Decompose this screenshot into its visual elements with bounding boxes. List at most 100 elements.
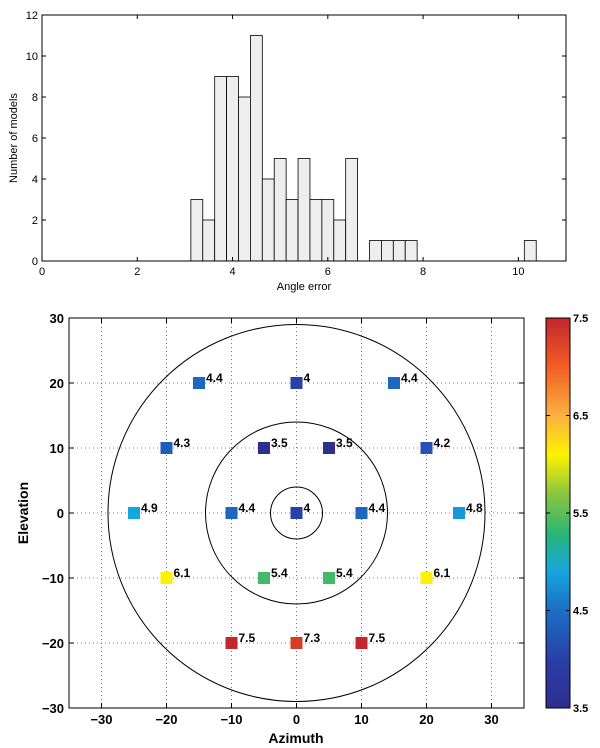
- histogram-bar: [297, 158, 311, 262]
- scatter-point-label: 3.5: [336, 436, 353, 450]
- scatter-point: [258, 442, 270, 454]
- histogram-bar: [523, 240, 537, 262]
- scatter-y-tick-label: 20: [50, 376, 64, 391]
- histogram-bar: [190, 199, 204, 262]
- scatter-y-tick-label: −30: [42, 701, 64, 716]
- scatter-point: [225, 637, 238, 649]
- histogram-bars: [190, 35, 537, 262]
- histogram-x-tick-label: 8: [420, 266, 426, 278]
- scatter-points: 4.4 4 4.4 4.3 3.5 3.5 4.2 4.9 4.4 4 4.4 4.8 6.1 5.4 5.…: [128, 371, 483, 649]
- scatter-point: [453, 507, 465, 519]
- histogram-bar: [214, 76, 227, 262]
- histogram-x-tick-label: 4: [229, 266, 235, 278]
- histogram-x-tick-label: 6: [325, 266, 331, 278]
- histogram-y-tick-label: 6: [32, 133, 38, 145]
- colorbar: 7.5 6.5 5.5 4.5 3.5: [545, 313, 588, 715]
- scatter-x-tick-label: −30: [90, 712, 112, 727]
- scatter-x-tick-label: −10: [220, 712, 242, 727]
- histogram-bar: [321, 199, 335, 262]
- histogram-bar: [309, 199, 323, 262]
- colorbar-tick-label: 6.5: [573, 411, 588, 423]
- scatter-x-tick-label: 20: [419, 712, 433, 727]
- scatter-point-label: 3.5: [271, 436, 288, 450]
- scatter-x-tick-label: 10: [354, 712, 368, 727]
- scatter-point: [355, 637, 368, 649]
- histogram-bar: [273, 158, 287, 262]
- scatter-point: [160, 442, 173, 454]
- histogram-bar: [285, 199, 299, 262]
- histogram-y-tick-label: 2: [32, 215, 38, 227]
- scatter-y-tick-label: 10: [50, 441, 64, 456]
- histogram-x-tick-label: 0: [39, 266, 45, 278]
- histogram-bar: [345, 158, 358, 262]
- colorbar-tick-label: 3.5: [573, 703, 588, 715]
- scatter-point-label: 4.4: [206, 371, 223, 385]
- scatter-point: [290, 377, 303, 389]
- scatter-ticks: −30 −20 −10 0 10 20 30 30 20 10 0 −10 −20 −30: [42, 311, 524, 727]
- scatter-point-label: 7.5: [239, 631, 256, 645]
- scatter-point: [420, 442, 433, 454]
- colorbar-ticks: 7.5 6.5 5.5 4.5 3.5: [546, 313, 588, 715]
- scatter-point-label: 4: [304, 501, 311, 515]
- scatter-x-tick-label: 30: [484, 712, 498, 727]
- scatter-point: [128, 507, 140, 519]
- scatter-point: [160, 572, 173, 584]
- scatter-point-label: 5.4: [336, 566, 353, 580]
- scatter-circle: [205, 421, 388, 605]
- scatter-point-label: 4.4: [239, 501, 256, 515]
- histogram-x-tick-label: 10: [512, 266, 524, 278]
- colorbar-tick-label: 4.5: [573, 606, 588, 618]
- scatter-point-label: 7.5: [369, 631, 386, 645]
- histogram-bar: [238, 96, 251, 262]
- scatter-x-tick-label: 0: [293, 712, 300, 727]
- scatter-point: [323, 442, 335, 454]
- scatter-point-label: 5.4: [271, 566, 288, 580]
- scatter-y-tick-label: 30: [50, 311, 64, 326]
- colorbar-tick-label: 7.5: [573, 313, 588, 325]
- histogram-y-tick-label: 10: [26, 51, 38, 63]
- scatter-point-label: 7.3: [304, 631, 321, 645]
- histogram-y-tick-label: 4: [32, 174, 38, 186]
- histogram-bar: [250, 35, 263, 262]
- scatter-y-label: Elevation: [15, 482, 31, 544]
- scatter-point: [323, 572, 335, 584]
- scatter-point: [290, 637, 303, 649]
- scatter-point: [225, 507, 238, 519]
- scatter-point-label: 4.9: [141, 501, 158, 515]
- histogram-bar: [381, 240, 394, 262]
- scatter-point-label: 4.8: [466, 501, 483, 515]
- scatter-point-label: 4.4: [369, 501, 386, 515]
- histogram-bar: [404, 240, 418, 262]
- scatter-point-label: 4: [304, 371, 311, 385]
- scatter-x-label: Azimuth: [268, 730, 323, 746]
- histogram-bar: [369, 240, 382, 262]
- colorbar-tick-label: 5.5: [573, 508, 588, 520]
- scatter-point: [388, 377, 400, 389]
- scatter-x-tick-label: −20: [155, 712, 177, 727]
- histogram-bar: [333, 219, 347, 262]
- histogram-bar: [261, 178, 275, 262]
- scatter-y-tick-label: 0: [57, 506, 64, 521]
- scatter-point-label: 4.4: [401, 371, 418, 385]
- scatter-point: [355, 507, 368, 519]
- scatter-point: [290, 507, 303, 519]
- scatter-point-label: 6.1: [434, 566, 451, 580]
- histogram-y-tick-label: 8: [32, 92, 38, 104]
- scatter-map: 4.4 4 4.4 4.3 3.5 3.5 4.2 4.9 4.4 4 4.4 4.8 6.1 5.4 5.…: [15, 311, 525, 746]
- scatter-point-label: 4.3: [174, 436, 191, 450]
- histogram-x-label: Angle error: [277, 281, 332, 293]
- scatter-y-tick-label: −10: [42, 571, 64, 586]
- scatter-point-label: 6.1: [174, 566, 191, 580]
- histogram-ticks: 0 2 4 6 8 10 0 2 4 6 8 10 12: [26, 10, 566, 278]
- scatter-y-tick-label: −20: [42, 636, 64, 651]
- scatter-point: [193, 377, 205, 389]
- histogram-bar: [202, 219, 216, 262]
- scatter-circles: [107, 324, 486, 702]
- histogram-bar: [226, 76, 239, 262]
- scatter-circle: [270, 486, 323, 540]
- histogram-bar: [392, 240, 406, 262]
- scatter-point: [258, 572, 270, 584]
- histogram-y-label: Number of models: [8, 93, 20, 183]
- histogram-y-tick-label: 12: [26, 10, 38, 22]
